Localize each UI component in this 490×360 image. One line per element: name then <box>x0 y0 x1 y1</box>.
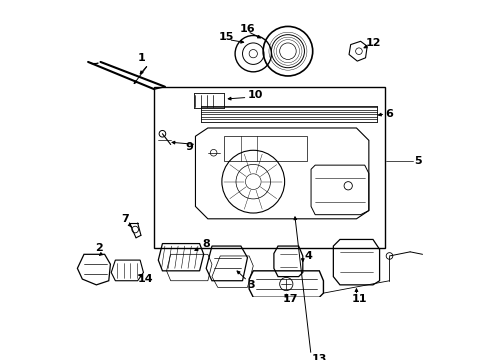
Text: 12: 12 <box>365 38 381 48</box>
Text: 5: 5 <box>415 156 422 166</box>
Text: 17: 17 <box>283 294 298 304</box>
Text: 1: 1 <box>138 53 146 63</box>
Text: 8: 8 <box>202 239 210 248</box>
Text: 13: 13 <box>312 354 327 360</box>
Text: 15: 15 <box>219 32 234 42</box>
Text: 11: 11 <box>351 294 367 304</box>
Text: 3: 3 <box>247 280 255 290</box>
Text: 16: 16 <box>240 24 255 34</box>
Text: 9: 9 <box>186 142 194 152</box>
Text: 4: 4 <box>305 251 313 261</box>
Text: 14: 14 <box>138 274 154 284</box>
Text: 2: 2 <box>95 243 103 253</box>
Text: 7: 7 <box>122 214 129 224</box>
Text: 6: 6 <box>386 109 393 119</box>
Text: 10: 10 <box>248 90 264 100</box>
